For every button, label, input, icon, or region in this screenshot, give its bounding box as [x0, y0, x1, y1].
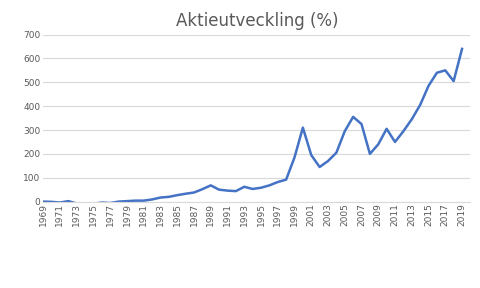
Title: Aktieutveckling (%): Aktieutveckling (%)	[176, 12, 338, 30]
